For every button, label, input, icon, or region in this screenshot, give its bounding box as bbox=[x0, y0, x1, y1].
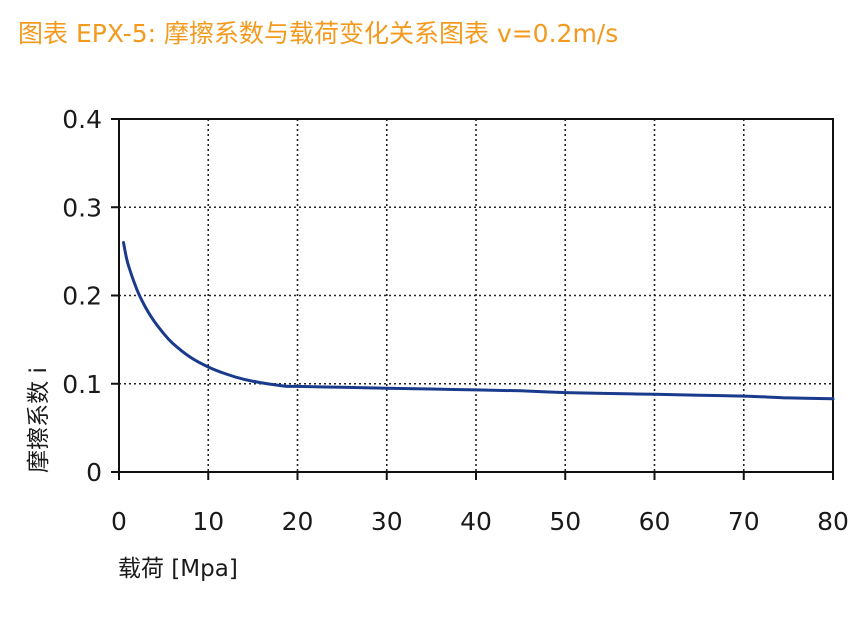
tick-labels: 0 10 20 30 40 50 60 70 80 0 0.1 0.2 0.3 0.4 bbox=[62, 105, 849, 536]
grid-lines bbox=[119, 119, 833, 472]
x-tick-label: 10 bbox=[192, 507, 224, 536]
y-tick-label: 0.3 bbox=[62, 193, 102, 222]
y-tick-label: 0.4 bbox=[62, 105, 102, 134]
x-axis-label: 载荷 [Mpa] bbox=[118, 556, 238, 582]
x-tick-label: 30 bbox=[371, 507, 403, 536]
x-tick-label: 20 bbox=[282, 507, 314, 536]
x-tick-label: 40 bbox=[460, 507, 492, 536]
x-tick-label: 80 bbox=[817, 507, 849, 536]
y-tick-label: 0.1 bbox=[62, 370, 102, 399]
x-tick-label: 70 bbox=[728, 507, 760, 536]
x-tick-label: 60 bbox=[639, 507, 671, 536]
x-tick-label: 0 bbox=[111, 507, 127, 536]
series-line-0 bbox=[122, 241, 835, 401]
axis-ticks bbox=[111, 118, 834, 480]
series-layer bbox=[122, 241, 835, 401]
y-tick-label: 0 bbox=[86, 458, 102, 487]
chart-title: 图表 EPX-5: 摩擦系数与载荷变化关系图表 v=0.2m/s bbox=[18, 19, 619, 48]
x-tick-label: 50 bbox=[549, 507, 581, 536]
y-axis-label: 摩擦系数 i bbox=[26, 367, 52, 473]
y-tick-label: 0.2 bbox=[62, 282, 102, 311]
